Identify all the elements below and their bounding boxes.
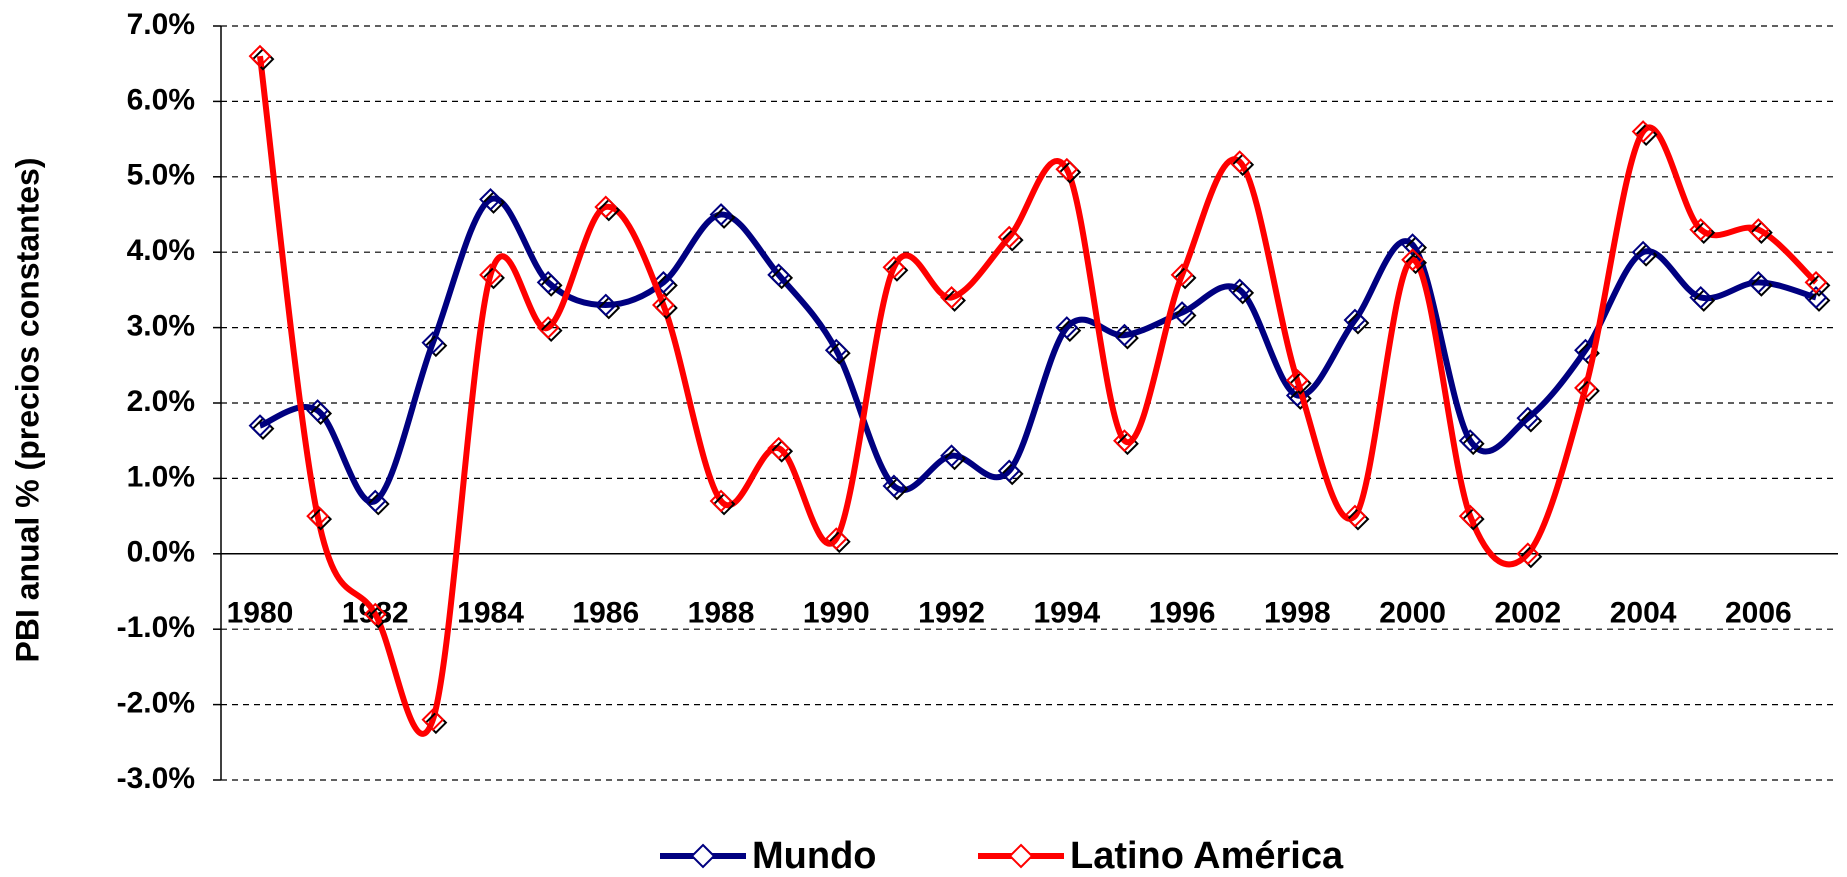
x-tick-label: 1988 [688,597,755,630]
marker [479,263,502,287]
x-tick-label: 2004 [1610,597,1677,630]
marker [1458,504,1482,528]
marker [767,436,791,460]
y-axis-title: PBI anual % (precios constantes) [9,157,45,662]
y-tick-label: 7.0% [127,8,195,41]
y-tick-label: 2.0% [127,385,195,418]
y-tick-label: 4.0% [127,234,195,267]
marker [1401,248,1425,272]
y-tick-label: -2.0% [117,687,195,720]
marker [421,708,445,732]
y-tick-label: 5.0% [127,159,195,192]
marker [824,527,848,551]
marker [940,286,963,309]
marker [709,203,733,226]
marker [594,293,618,317]
x-tick-label: 1992 [918,597,985,630]
marker [1689,286,1713,309]
legend-marker [690,843,716,869]
y-tick-label: -1.0% [117,611,195,644]
marker [1170,263,1194,287]
marker [1631,120,1655,143]
x-tick-label: 1996 [1149,597,1216,630]
x-tick-label: 2002 [1494,597,1561,630]
marker [997,225,1021,249]
x-tick-label: 1998 [1264,597,1331,630]
marker [1804,286,1828,309]
marker [1746,218,1770,241]
marker [248,414,272,438]
marker [1228,150,1252,174]
marker [306,399,330,422]
marker [363,602,387,626]
marker [479,188,502,211]
x-tick-label: 1980 [227,597,294,630]
marker [997,459,1021,483]
marker [651,293,675,317]
marker [767,263,791,287]
series-line [258,195,1817,505]
marker [1055,157,1079,181]
marker [421,331,445,355]
marker [594,195,618,219]
marker [597,296,621,320]
x-tick-label: 2006 [1725,597,1792,630]
marker [363,489,387,513]
marker [1170,301,1194,324]
marker [1113,323,1136,347]
legend-label: Mundo [752,835,877,877]
marker [536,270,560,294]
marker [709,489,733,513]
legend-marker [1008,843,1034,869]
marker [824,338,848,362]
marker [1631,240,1655,264]
marker [1055,316,1079,340]
marker [1746,270,1770,294]
x-tick-label: 1986 [572,597,639,630]
marker [248,44,272,68]
marker [1343,308,1367,332]
marker [1285,368,1309,392]
marker [1516,406,1540,430]
marker [651,270,675,294]
marker [1458,429,1482,453]
marker [1228,278,1252,302]
marker [1804,270,1828,294]
marker [1113,429,1136,453]
y-tick-label: 1.0% [127,460,195,493]
marker [306,504,330,528]
x-tick-label: 1994 [1033,597,1100,630]
marker [1516,542,1540,566]
marker [536,316,560,340]
x-tick-label: 2000 [1379,597,1446,630]
y-tick-label: 6.0% [127,83,195,116]
x-tick-label: 1990 [803,597,870,630]
marker [1574,376,1597,400]
x-tick-label: 1984 [457,597,524,630]
marker [882,255,906,279]
marker [882,474,906,498]
marker [1343,504,1367,528]
y-tick-label: 0.0% [127,536,195,569]
marker [940,444,963,468]
marker [1689,218,1713,241]
y-tick-label: 3.0% [127,310,195,343]
y-tick-label: -3.0% [117,762,195,795]
legend-label: Latino América [1070,835,1344,877]
